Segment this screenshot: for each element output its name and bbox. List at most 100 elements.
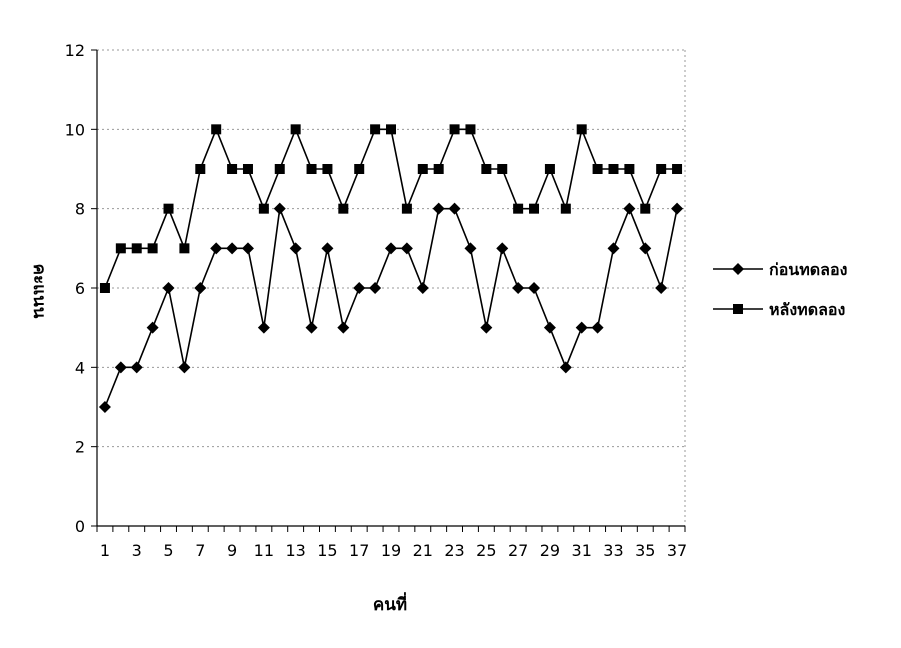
square-point bbox=[163, 203, 174, 214]
diamond-point bbox=[369, 282, 382, 294]
diamond-point bbox=[575, 321, 588, 334]
square-point bbox=[258, 203, 269, 214]
diamond-point bbox=[210, 242, 223, 255]
diamond-point bbox=[337, 321, 350, 334]
diamond-point bbox=[543, 321, 556, 334]
square-point bbox=[290, 124, 301, 135]
diamond-point bbox=[241, 242, 254, 255]
x-tick-label: 1 bbox=[100, 541, 110, 560]
diamond-point bbox=[178, 361, 191, 374]
diamond-point bbox=[289, 242, 302, 255]
y-tick-label: 6 bbox=[75, 279, 85, 298]
diamond-point bbox=[639, 242, 652, 255]
diamond-point bbox=[591, 321, 604, 334]
y-tick-label: 2 bbox=[75, 438, 85, 457]
x-tick-label: 9 bbox=[227, 541, 237, 560]
diamond-point bbox=[416, 282, 429, 294]
square-point bbox=[99, 283, 110, 293]
square-point bbox=[338, 203, 349, 214]
gridlines bbox=[97, 49, 686, 526]
legend-label: ก่อนทดลอง bbox=[769, 260, 847, 279]
x-tick-label: 23 bbox=[444, 541, 464, 560]
square-point bbox=[576, 124, 587, 135]
legend-marker bbox=[733, 304, 743, 314]
y-tick-label: 4 bbox=[75, 358, 85, 377]
square-point bbox=[179, 243, 190, 254]
diamond-point bbox=[273, 202, 286, 215]
series-1 bbox=[98, 202, 684, 413]
x-tick-label: 27 bbox=[508, 541, 528, 560]
diamond-point bbox=[98, 401, 111, 413]
square-point bbox=[227, 164, 238, 174]
x-tick-label: 15 bbox=[317, 541, 337, 560]
y-tick-label: 12 bbox=[65, 41, 85, 60]
x-tick-label: 3 bbox=[132, 541, 142, 560]
square-point bbox=[211, 124, 222, 135]
diamond-point bbox=[671, 202, 684, 215]
x-tick-label: 17 bbox=[349, 541, 369, 560]
diamond-point bbox=[257, 321, 270, 334]
diamond-point bbox=[321, 242, 334, 255]
square-point bbox=[497, 164, 508, 174]
square-point bbox=[560, 203, 571, 214]
diamond-point bbox=[114, 361, 127, 374]
diamond-point bbox=[623, 202, 636, 215]
x-axis-title: คนที่ bbox=[373, 592, 407, 615]
square-point bbox=[354, 164, 365, 174]
series-line bbox=[104, 205, 678, 408]
square-point bbox=[147, 243, 158, 254]
square-point bbox=[131, 243, 142, 254]
diamond-point bbox=[162, 282, 175, 294]
legend-item: ก่อนทดลอง bbox=[713, 260, 847, 279]
x-tick-label: 25 bbox=[476, 541, 496, 560]
square-point bbox=[370, 124, 381, 135]
legend-item: หลังทดลอง bbox=[713, 300, 845, 319]
diamond-point bbox=[655, 282, 668, 294]
square-point bbox=[274, 164, 285, 174]
square-point bbox=[640, 203, 651, 214]
diamond-point bbox=[305, 321, 318, 334]
square-point bbox=[195, 164, 206, 174]
y-tick-label: 0 bbox=[75, 517, 85, 536]
x-tick-label: 31 bbox=[572, 541, 592, 560]
diamond-point bbox=[464, 242, 477, 255]
x-tick-label: 13 bbox=[285, 541, 305, 560]
series-group bbox=[98, 124, 684, 413]
y-tick-label: 10 bbox=[65, 120, 85, 139]
diamond-point bbox=[353, 282, 366, 294]
square-point bbox=[386, 124, 396, 135]
square-point bbox=[592, 164, 603, 174]
x-tick-label: 5 bbox=[163, 541, 173, 560]
square-point bbox=[529, 203, 540, 214]
series-2 bbox=[99, 124, 683, 293]
square-point bbox=[115, 243, 126, 254]
diamond-point bbox=[559, 361, 572, 374]
series-line bbox=[104, 126, 678, 289]
square-point bbox=[401, 203, 412, 214]
diamond-point bbox=[528, 282, 541, 294]
diamond-point bbox=[194, 282, 207, 294]
diamond-point bbox=[146, 321, 159, 334]
diamond-point bbox=[480, 321, 493, 334]
x-tick-label: 21 bbox=[413, 541, 433, 560]
square-point bbox=[242, 164, 253, 174]
y-tick-label: 8 bbox=[75, 200, 85, 219]
x-tick-label: 11 bbox=[254, 541, 274, 560]
x-tick-label: 35 bbox=[635, 541, 655, 560]
square-point bbox=[417, 164, 428, 174]
diamond-point bbox=[448, 202, 461, 215]
diamond-point bbox=[496, 242, 509, 255]
square-point bbox=[672, 164, 683, 174]
y-axis-title: คะแนน bbox=[29, 264, 49, 319]
square-point bbox=[513, 203, 524, 214]
axes bbox=[91, 49, 686, 532]
square-point bbox=[608, 164, 619, 174]
x-tick-label: 37 bbox=[667, 541, 687, 560]
square-point bbox=[433, 164, 444, 174]
x-tick-label: 19 bbox=[381, 541, 401, 560]
x-tick-label: 7 bbox=[195, 541, 205, 560]
